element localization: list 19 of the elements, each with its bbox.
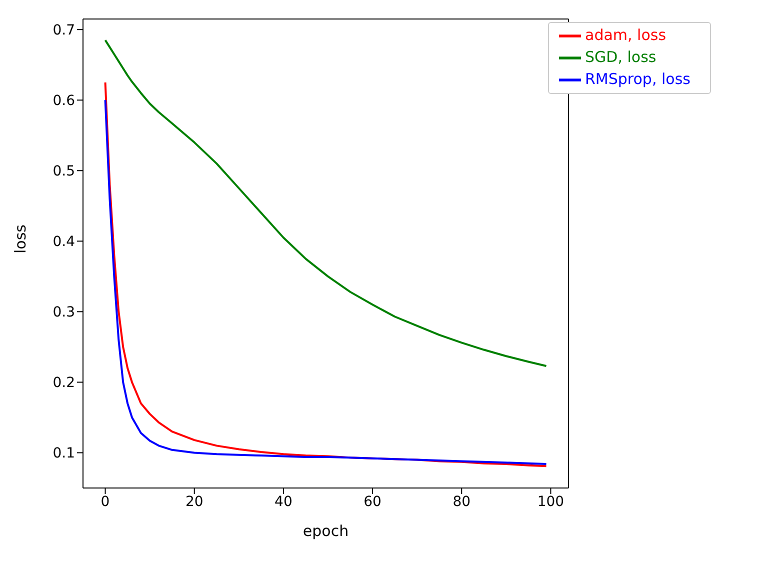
line-series [104, 39, 548, 367]
x-tick-label: 100 [537, 494, 564, 510]
x-tick-label: 80 [452, 494, 471, 510]
x-axis-title: epoch [302, 522, 349, 540]
y-axis-title: loss [11, 224, 30, 254]
y-tick-label: 0.1 [52, 446, 75, 462]
x-tick-label: 0 [100, 494, 110, 510]
y-tick-label: 0.4 [52, 234, 76, 250]
legend-label: SGD, loss [585, 48, 656, 66]
y-tick-label: 0.2 [52, 375, 75, 392]
legend-label: RMSprop, loss [585, 70, 690, 88]
y-tick-label: 0.6 [52, 93, 76, 110]
x-tick-label: 40 [274, 494, 292, 510]
y-tick-label: 0.3 [52, 304, 75, 321]
y-tick-label: 0.5 [52, 164, 75, 180]
y-tick-label: 0.7 [52, 22, 75, 39]
legend-label: adam, loss [585, 26, 666, 44]
x-tick-label: 60 [364, 494, 382, 510]
x-tick-label: 20 [185, 494, 204, 510]
